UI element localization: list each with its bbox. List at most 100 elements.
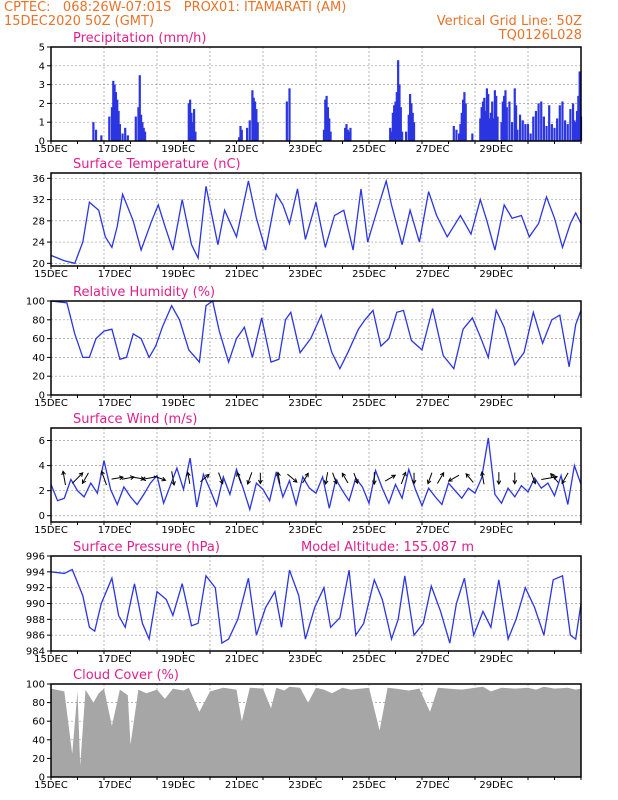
- wind-arrow-head: [512, 479, 518, 485]
- x-tick-label: 17DEC: [98, 654, 132, 665]
- x-tick-label: 29DEC: [479, 525, 513, 536]
- wind-arrow-shaft: [247, 472, 253, 485]
- wind-arrow: [465, 473, 474, 483]
- precip-bar: [558, 105, 561, 141]
- y-tick-label: 990: [26, 599, 45, 610]
- wind-arrow-shaft: [332, 472, 338, 484]
- wind-arrow-head: [371, 480, 377, 486]
- precip-bar: [246, 127, 249, 141]
- precip-bar: [389, 127, 392, 141]
- wind-arrow-head: [447, 477, 453, 482]
- precip-bar: [463, 92, 466, 141]
- precip-bar: [326, 107, 330, 141]
- precip-bar: [141, 122, 144, 141]
- wind-arrow: [447, 474, 460, 482]
- x-tick-label: 25DEC: [352, 269, 386, 280]
- rh-title: Relative Humidity (%): [73, 285, 215, 300]
- x-tick-label: 17DEC: [98, 269, 132, 280]
- precip-bar: [566, 124, 569, 141]
- precip-bar: [252, 97, 255, 141]
- precip-bar: [574, 122, 577, 141]
- wind-arrow: [257, 472, 263, 485]
- wind-arrow-shaft: [541, 476, 558, 481]
- wind-arrow-shaft: [62, 471, 66, 486]
- precip-panel: 0 1 2 3 4 5 15DEC 17DEC 19DEC 21DEC 23DEC 25DEC 27DE…: [34, 31, 583, 155]
- precip-bar: [577, 95, 580, 141]
- wind-arrow-shaft: [236, 472, 242, 484]
- precip-bar: [240, 129, 243, 141]
- wind-arrow-head: [496, 480, 502, 486]
- precip-bar: [407, 114, 410, 141]
- precip-bar: [401, 131, 404, 141]
- precip-bar: [508, 101, 511, 141]
- rh-line: [50, 299, 582, 371]
- precip-bar: [485, 88, 489, 141]
- wind-arrow-shaft: [437, 472, 445, 484]
- precip-bar: [329, 131, 332, 141]
- precip-bar: [479, 118, 482, 141]
- precip-bar: [288, 88, 291, 141]
- wind-arrow-shaft: [218, 472, 224, 484]
- wind-arrow: [371, 472, 377, 486]
- precip-bar: [143, 131, 147, 141]
- precip-bar: [493, 90, 496, 141]
- precip-bar: [481, 101, 485, 141]
- precip-bar: [489, 112, 492, 141]
- wind-arrow-shaft: [200, 474, 210, 483]
- precip-bar: [140, 114, 143, 141]
- wind-arrow-shaft: [111, 476, 124, 480]
- wind-arrow-head: [119, 475, 124, 481]
- wind-arrow-head: [561, 479, 566, 485]
- precip-bar: [513, 88, 516, 141]
- wind-arrow: [141, 476, 157, 482]
- wind-arrow: [61, 470, 66, 486]
- temp-panel: 20 24 28 32 36 15DEC 17DEC 19DEC 21DEC 23DEC 25DEC…: [32, 157, 582, 280]
- wind-arrow-shaft: [142, 476, 157, 480]
- precip-bar: [578, 71, 581, 141]
- precip-bar: [542, 116, 545, 141]
- wind-arrow-head: [100, 470, 105, 476]
- wind-arrow-head: [204, 473, 210, 479]
- precip-bar: [194, 131, 197, 141]
- wind-arrow-shaft: [100, 471, 108, 486]
- y-tick-label: 24: [32, 238, 45, 249]
- wind-arrow: [512, 472, 518, 485]
- x-tick-label: 15DEC: [34, 269, 68, 280]
- pressure-title: Surface Pressure (hPa): [73, 540, 220, 555]
- precip-bar: [495, 95, 498, 141]
- x-tick-label: 23DEC: [289, 525, 323, 536]
- y-tick-label: 80: [32, 698, 45, 709]
- precip-bar: [492, 118, 495, 141]
- wind-arrow: [332, 472, 338, 485]
- wind-arrow: [81, 472, 89, 485]
- precip-bar: [256, 122, 259, 141]
- precip-bar: [501, 101, 504, 141]
- precip-bar: [349, 127, 352, 141]
- precip-bar: [322, 129, 326, 141]
- x-tick-label: 19DEC: [161, 654, 195, 665]
- precip-bar: [575, 110, 579, 141]
- precip-bar: [398, 84, 401, 141]
- precip-bar: [94, 129, 98, 141]
- x-tick-label: 19DEC: [161, 269, 195, 280]
- x-tick-label: 19DEC: [161, 525, 195, 536]
- wind-arrow: [218, 472, 224, 485]
- wind-arrow-head: [171, 481, 176, 487]
- precip-bar: [112, 80, 115, 141]
- wind-arrow-head: [292, 478, 298, 483]
- x-tick-label: 23DEC: [289, 398, 323, 409]
- precip-bar: [390, 131, 393, 141]
- wind-arrow-head: [276, 471, 281, 477]
- x-tick-label: 27DEC: [416, 780, 450, 791]
- x-tick-label: 21DEC: [225, 525, 259, 536]
- precip-bar: [191, 122, 194, 141]
- wind-arrow-shaft: [277, 472, 281, 484]
- pressure-line: [50, 568, 582, 645]
- wind-arrow: [530, 472, 537, 485]
- x-tick-label: 27DEC: [416, 525, 450, 536]
- precip-bar: [483, 97, 486, 141]
- wind-arrow: [323, 472, 329, 486]
- wind-arrow: [353, 472, 359, 485]
- precip-bar: [569, 109, 572, 141]
- precip-bar: [395, 92, 398, 141]
